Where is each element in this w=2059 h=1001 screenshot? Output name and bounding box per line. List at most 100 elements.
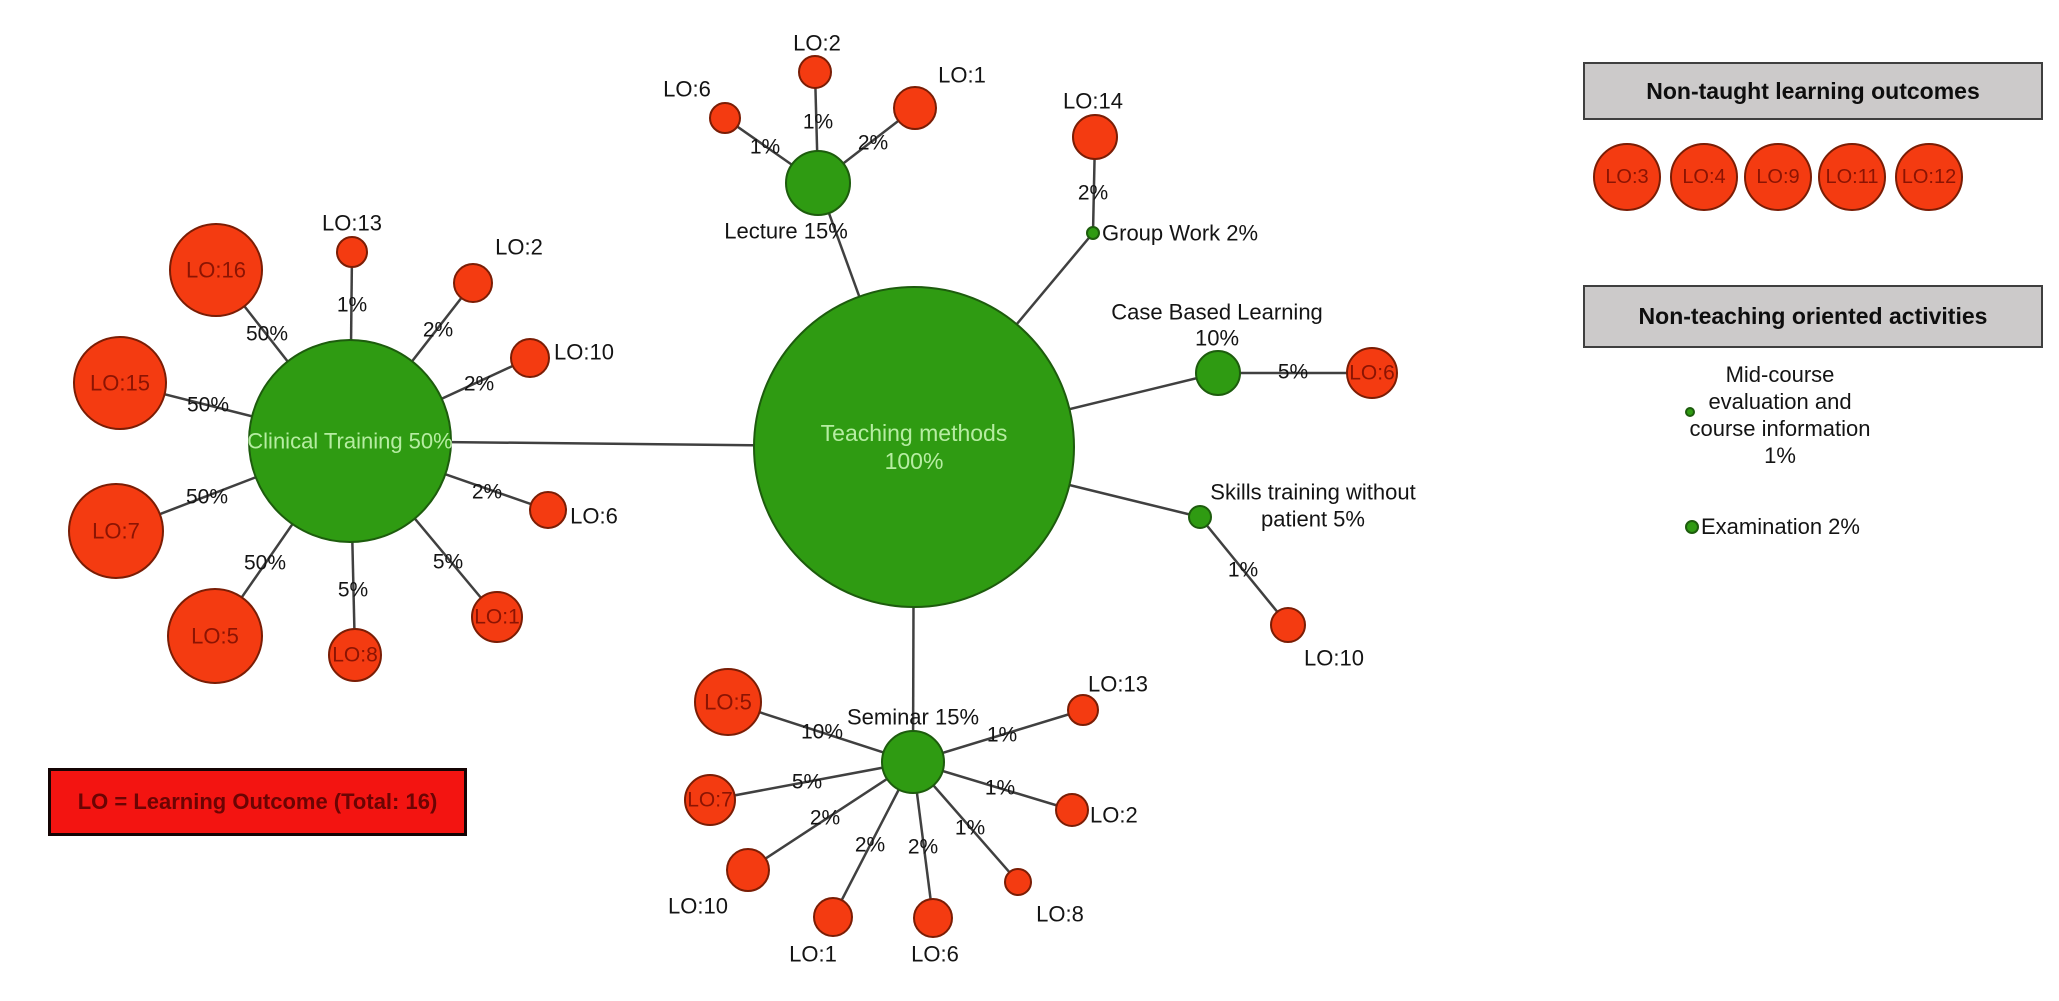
node-s10	[1270, 607, 1306, 643]
mid-course-evaluation-label: Mid-course evaluation and course informa…	[1689, 362, 1871, 468]
node-lg3	[1593, 143, 1661, 211]
label-skills: patient 5%	[1261, 507, 1365, 532]
node-c16	[169, 223, 263, 317]
pct-clinical-c6: 2%	[472, 481, 502, 504]
pct-cbl-cb6: 5%	[1278, 361, 1308, 384]
node-examination_dot	[1685, 520, 1699, 534]
label-se10: LO:10	[668, 894, 728, 919]
node-se5	[694, 668, 762, 736]
label-se13: LO:13	[1088, 672, 1148, 697]
label-l1: LO:1	[938, 63, 986, 88]
pct-skills-s10: 1%	[1228, 559, 1258, 582]
pct-lecture-l1: 2%	[858, 132, 888, 155]
pct-clinical-c5: 50%	[244, 552, 286, 575]
node-label-teaching: Teaching methods	[821, 420, 1008, 446]
pct-clinical-c10: 2%	[464, 373, 494, 396]
node-label-lg3: LO:3	[1605, 166, 1648, 188]
node-se6	[913, 898, 953, 938]
non-teaching-activities-title: Non-teaching oriented activities	[1638, 303, 1988, 329]
node-l6	[709, 102, 741, 134]
node-l2	[798, 55, 832, 89]
label-c6: LO:6	[570, 504, 618, 529]
label-cbl: Case Based Learning	[1111, 300, 1323, 325]
lo-definition-text: LO = Learning Outcome (Total: 16)	[77, 789, 438, 814]
label-cbl: 10%	[1195, 326, 1239, 351]
edge-seminar-se10	[747, 760, 914, 872]
pct-clinical-c8: 5%	[338, 579, 368, 602]
label-seminar: Seminar 15%	[847, 705, 979, 730]
node-label-teaching: 100%	[885, 448, 944, 474]
node-label-lg4: LO:4	[1682, 166, 1725, 188]
node-label-lg9: LO:9	[1756, 166, 1799, 188]
examination-label: Examination 2%	[1701, 514, 1860, 539]
node-c1	[471, 591, 523, 643]
label-skills: Skills training without	[1210, 480, 1415, 505]
label-c2: LO:2	[495, 235, 543, 260]
node-se2	[1055, 793, 1089, 827]
node-c10	[510, 338, 550, 378]
pct-seminar-se6: 2%	[908, 836, 938, 859]
pct-seminar-se1: 2%	[855, 834, 885, 857]
label-l2: LO:2	[793, 31, 841, 56]
node-se7	[684, 774, 736, 826]
node-label-se5: LO:5	[704, 690, 752, 715]
label-g14: LO:14	[1063, 89, 1123, 114]
non-taught-outcomes-title: Non-taught learning outcomes	[1646, 77, 1980, 104]
label-c10: LO:10	[554, 340, 614, 365]
label-lecture: Lecture 15%	[724, 219, 848, 244]
node-c13	[336, 236, 368, 268]
node-skills	[1188, 505, 1212, 529]
node-c5	[167, 588, 263, 684]
pct-clinical-c2: 2%	[423, 319, 453, 342]
node-se8	[1004, 868, 1032, 896]
node-groupwork	[1086, 226, 1100, 240]
non-taught-outcomes-header: Non-taught learning outcomes	[1583, 62, 2043, 120]
node-label-lg11: LO:11	[1826, 166, 1879, 188]
pct-groupwork-g14: 2%	[1078, 182, 1108, 205]
node-teaching	[753, 286, 1075, 608]
pct-seminar-se7: 5%	[792, 771, 822, 794]
pct-clinical-c7: 50%	[186, 486, 228, 509]
label-se1: LO:1	[789, 942, 837, 967]
label-se6: LO:6	[911, 942, 959, 967]
pct-clinical-c13: 1%	[337, 294, 367, 317]
node-clinical	[248, 339, 452, 543]
node-mid_course_dot	[1685, 407, 1695, 417]
node-se1	[813, 897, 853, 937]
node-se13	[1067, 694, 1099, 726]
node-c6	[529, 491, 567, 529]
edge-skills-s10	[1199, 516, 1289, 626]
edge-seminar-se7	[709, 760, 914, 802]
node-label-clinical: Clinical Training 50%	[247, 429, 452, 454]
node-label-c16: LO:16	[186, 258, 246, 283]
label-c13: LO:13	[322, 211, 382, 236]
node-label-c15: LO:15	[90, 371, 150, 396]
node-label-c8: LO:8	[332, 644, 378, 667]
node-label-c7: LO:7	[92, 519, 140, 544]
label-s10: LO:10	[1304, 646, 1364, 671]
pct-clinical-c1: 5%	[433, 551, 463, 574]
label-groupwork: Group Work 2%	[1102, 221, 1258, 246]
node-label-c1: LO:1	[474, 606, 520, 629]
node-g14	[1072, 114, 1118, 160]
node-se10	[726, 848, 770, 892]
node-label-lg12: LO:12	[1902, 166, 1956, 188]
node-cb6	[1346, 347, 1398, 399]
node-label-c5: LO:5	[191, 624, 239, 649]
label-se8: LO:8	[1036, 902, 1084, 927]
pct-seminar-se5: 10%	[801, 721, 843, 744]
pct-clinical-c15: 50%	[187, 394, 229, 417]
pct-lecture-l6: 1%	[750, 136, 780, 159]
node-label-se7: LO:7	[687, 789, 733, 812]
pct-seminar-se2: 1%	[985, 777, 1015, 800]
pct-clinical-c16: 50%	[246, 323, 288, 346]
node-lecture	[785, 150, 851, 216]
node-seminar	[881, 730, 945, 794]
node-lg9	[1744, 143, 1812, 211]
label-l6: LO:6	[663, 77, 711, 102]
non-teaching-activities-header: Non-teaching oriented activities	[1583, 285, 2043, 348]
node-label-cb6: LO:6	[1349, 362, 1395, 385]
node-l1	[893, 86, 937, 130]
